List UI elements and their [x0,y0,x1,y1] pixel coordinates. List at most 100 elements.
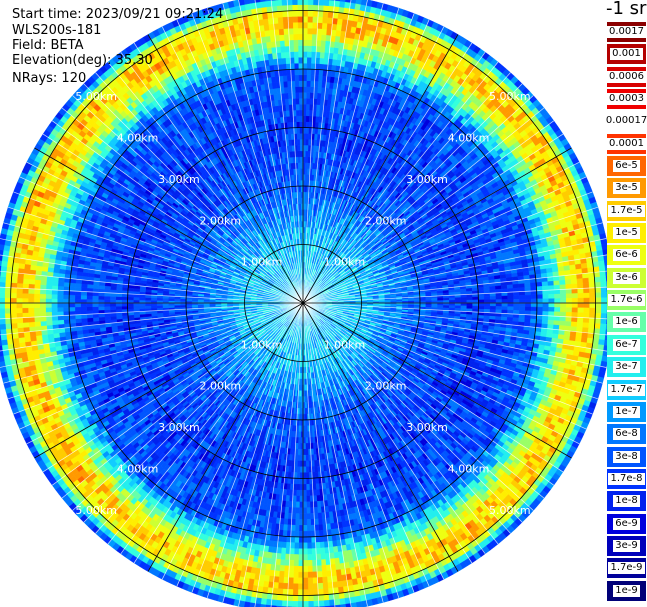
beta-cell [449,297,456,301]
beta-cell [559,279,566,286]
beta-cell [318,75,324,82]
beta-cell [306,80,312,87]
beta-cell [588,282,596,289]
beta-cell [310,68,316,76]
beta-cell [513,306,520,311]
beta-cell [565,293,573,299]
beta-cell [582,277,590,284]
beta-cell [506,284,514,289]
beta-cell [589,292,596,299]
beta-cell [305,144,309,152]
beta-cell [571,316,578,323]
beta-cell [484,299,491,304]
beta-cell [518,291,526,296]
beta-cell [530,310,538,316]
beta-cell [402,299,409,302]
beta-cell [519,302,526,308]
beta-cell [466,302,473,307]
beta-cell [321,22,328,30]
beta-cell [542,315,549,321]
beta-cell [306,103,311,111]
beta-cell [321,34,327,42]
beta-cell [501,302,509,307]
beta-cell [595,302,602,309]
beta-cell [564,279,572,285]
beta-cell [587,267,595,274]
beta-cell [314,63,320,70]
beta-cell [304,168,308,175]
beta-cell [577,312,584,318]
beta-cell [600,318,607,325]
beta-cell [518,314,526,319]
beta-cell [577,283,584,289]
beta-cell [559,284,567,290]
beta-cell [536,306,544,312]
beta-cell [302,33,308,40]
beta-cell [530,294,538,300]
beta-cell [559,307,567,313]
beta-cell [583,297,590,304]
beta-cell [577,297,584,304]
beta-cell [337,12,344,20]
beta-cell [595,292,602,299]
beta-cell [466,305,473,310]
beta-cell [580,262,588,270]
beta-cell [542,294,549,300]
beta-cell [312,22,318,29]
beta-cell [310,86,315,93]
beta-cell [302,103,307,111]
beta-cell [593,266,600,273]
beta-cell [307,10,314,17]
beta-cell [495,302,503,307]
beta-cell [524,294,532,300]
beta-cell [548,307,555,313]
beta-cell [319,57,325,65]
beta-cell [307,33,313,41]
beta-cell [332,11,339,19]
beta-cell [583,292,590,299]
beta-cell [307,39,313,47]
beta-cell [598,265,606,273]
beta-cell [478,299,485,304]
beta-cell [478,305,485,310]
beta-cell [577,317,584,323]
beta-cell [448,302,456,306]
beta-cell [302,51,308,58]
beta-cell [524,306,532,312]
beta-cell [577,288,584,294]
beta-cell [542,289,549,295]
beta-cell [575,263,582,270]
beta-cell [448,300,456,304]
beta-cell [305,162,309,169]
beta-cell [565,302,573,308]
beta-cell [518,287,526,292]
beta-cell [466,296,473,301]
beta-cell [589,287,596,294]
beta-cell [425,298,432,302]
beta-cell [542,306,549,312]
beta-cell [571,297,579,304]
beta-cell [565,311,573,318]
beta-cell [312,27,318,35]
beta-cell [302,138,307,146]
beta-cell [305,156,309,163]
beta-cell [302,144,307,152]
beta-cell [563,265,571,272]
beta-cell [565,288,573,295]
beta-cell [594,312,602,319]
beta-cell [565,307,573,313]
beta-cell [577,292,585,299]
beta-cell [594,281,602,288]
beta-cell [582,317,590,324]
beta-cell [478,296,485,301]
beta-cell [595,307,602,314]
beta-cell [306,109,310,117]
beta-cell [583,287,590,294]
beta-cell [478,302,485,307]
beta-cell [305,121,310,128]
beta-cell [507,299,514,304]
beta-cell [554,307,561,313]
beta-cell [554,293,561,299]
beta-cell [559,316,567,322]
beta-cell [588,277,596,284]
